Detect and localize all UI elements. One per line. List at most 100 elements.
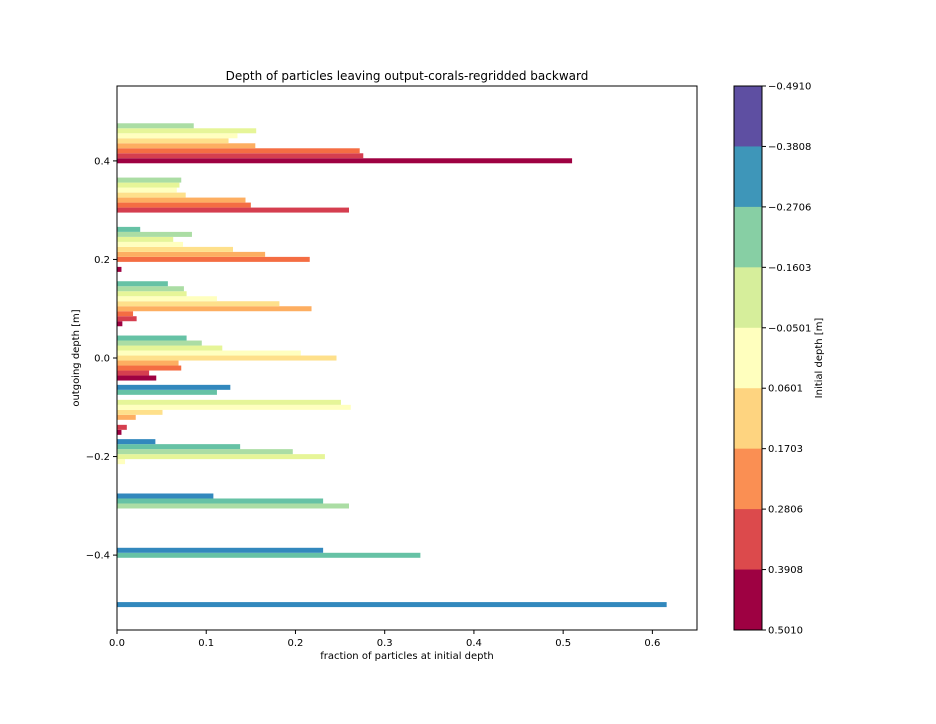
colorbar-tick-label: −0.1603 <box>768 263 811 274</box>
bar <box>117 182 180 188</box>
x-tick-label: 0.0 <box>109 638 125 649</box>
bar <box>117 231 192 237</box>
colorbar-segment <box>734 146 762 208</box>
colorbar-label: Initial depth [m] <box>814 318 825 399</box>
colorbar-segment <box>734 388 762 450</box>
colorbar-tick-label: −0.0501 <box>768 323 811 334</box>
bar <box>117 133 238 139</box>
colorbar-tick-label: 0.5010 <box>768 626 803 637</box>
bar <box>117 226 141 232</box>
bar <box>117 246 233 252</box>
colorbar-tick-label: 0.1703 <box>768 444 803 455</box>
x-tick-label: 0.6 <box>644 638 660 649</box>
bar <box>117 321 123 327</box>
bar <box>117 399 341 405</box>
bar <box>117 197 246 203</box>
bar <box>117 266 122 272</box>
bar <box>117 424 127 430</box>
bar <box>117 503 349 509</box>
bar <box>117 296 217 302</box>
bar <box>117 306 312 312</box>
x-tick-label: 0.4 <box>466 638 482 649</box>
x-axis: 0.0 0.1 0.2 0.3 0.4 0.5 0.6 <box>109 630 660 649</box>
bar <box>117 345 223 351</box>
bar <box>117 143 256 149</box>
bar <box>117 187 177 193</box>
bar <box>117 316 137 322</box>
bar <box>117 251 266 257</box>
colorbar-tick-label: −0.2706 <box>768 202 811 213</box>
bar <box>117 256 310 262</box>
bar <box>117 148 360 154</box>
bar <box>117 439 156 445</box>
bar <box>117 192 186 198</box>
bar <box>117 291 187 297</box>
y-tick-label: 0.0 <box>94 354 110 365</box>
bar <box>117 158 573 164</box>
x-tick-label: 0.2 <box>288 638 304 649</box>
colorbar-tick-label: −0.4910 <box>768 82 811 93</box>
colorbar-segment <box>734 267 762 329</box>
colorbar-segment <box>734 206 762 268</box>
bar <box>117 493 214 499</box>
bar <box>117 286 184 292</box>
chart-title: Depth of particles leaving output-corals… <box>226 69 589 83</box>
bar <box>117 454 325 460</box>
y-axis: −0.4 −0.2 0.0 0.2 0.4 <box>86 156 117 562</box>
bar <box>117 498 324 504</box>
bar <box>117 547 324 553</box>
bar <box>117 207 349 213</box>
bar <box>117 236 174 242</box>
bar <box>117 552 421 558</box>
bar <box>117 241 184 247</box>
y-tick-label: 0.4 <box>94 156 110 167</box>
x-axis-label: fraction of particles at initial depth <box>320 651 494 662</box>
bar <box>117 202 251 208</box>
bar <box>117 123 194 129</box>
y-tick-label: 0.2 <box>94 255 110 266</box>
colorbar-segment <box>734 569 762 631</box>
bar <box>117 444 241 450</box>
bar <box>117 365 182 371</box>
colorbar-tick-label: 0.0601 <box>768 384 803 395</box>
bar <box>117 449 293 455</box>
colorbar-segment <box>734 448 762 510</box>
y-tick-label: −0.4 <box>86 551 110 562</box>
colorbar-segment <box>734 509 762 571</box>
bars-layer <box>117 123 667 608</box>
y-tick-label: −0.2 <box>86 452 110 463</box>
bar <box>117 409 163 415</box>
x-tick-label: 0.5 <box>555 638 571 649</box>
bar <box>117 340 202 346</box>
bar <box>117 389 217 395</box>
colorbar-tick-label: 0.2806 <box>768 505 803 516</box>
colorbar-tick-label: 0.3908 <box>768 565 803 576</box>
bar <box>117 335 187 341</box>
bar <box>117 128 257 134</box>
colorbar-segment <box>734 327 762 389</box>
bar <box>117 360 179 366</box>
x-tick-label: 0.3 <box>377 638 393 649</box>
bar <box>117 153 364 159</box>
colorbar-segment <box>734 86 762 147</box>
colorbar-frame <box>733 85 763 631</box>
bar <box>117 355 337 361</box>
colorbar-tick-label: −0.3808 <box>768 142 811 153</box>
colorbar: −0.4910 −0.3808 −0.2706 −0.1603 −0.0501 0.060… <box>733 82 811 637</box>
bar <box>117 459 126 465</box>
bar <box>117 281 168 287</box>
bar <box>117 177 182 183</box>
bar <box>117 602 667 608</box>
bar <box>117 301 280 307</box>
y-axis-label: outgoing depth [m] <box>71 309 82 406</box>
bar <box>117 311 134 317</box>
bar <box>117 370 150 376</box>
bar <box>117 375 157 381</box>
bar <box>117 138 229 144</box>
x-tick-label: 0.1 <box>198 638 214 649</box>
bar <box>117 404 351 410</box>
bar <box>117 414 136 420</box>
bar <box>117 384 231 390</box>
